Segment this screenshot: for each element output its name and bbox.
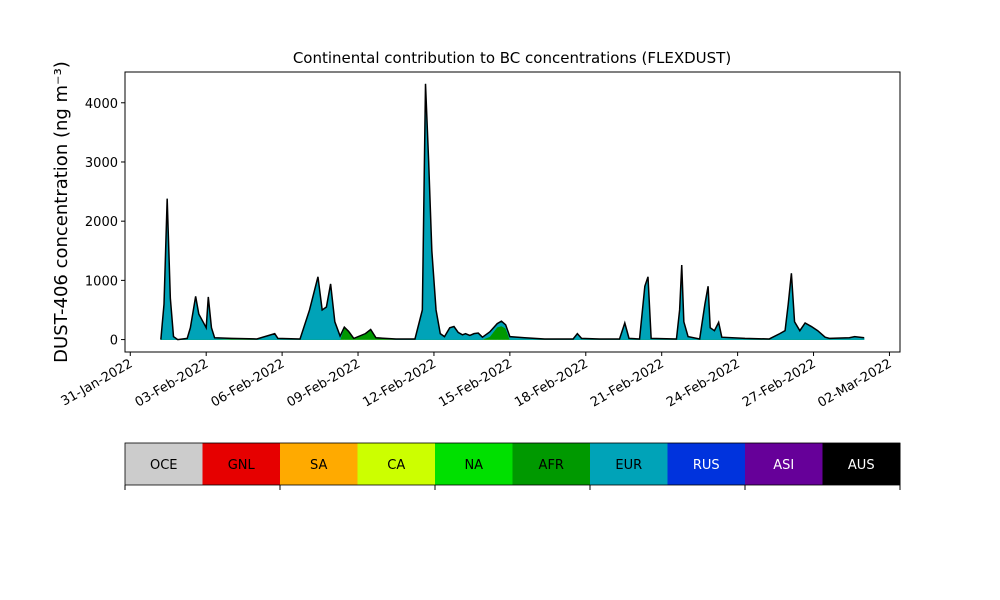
colorbar-cell [280, 443, 358, 485]
colorbar-label: SA [310, 458, 327, 473]
chart-title: Continental contribution to BC concentra… [293, 49, 731, 67]
colorbar-label: AFR [539, 458, 564, 473]
y-tick-label: 1000 [85, 274, 118, 289]
y-tick-label: 2000 [85, 215, 118, 230]
colorbar-cell [745, 443, 823, 485]
colorbar-label: OCE [150, 458, 178, 473]
colorbar-label: AUS [848, 458, 875, 473]
colorbar-cell [125, 443, 203, 485]
colorbar-cell [590, 443, 668, 485]
colorbar-label: GNL [228, 458, 256, 473]
colorbar-label: RUS [693, 458, 720, 473]
y-tick-label: 0 [110, 334, 118, 349]
colorbar-cell [822, 443, 901, 485]
colorbar-frame [124, 442, 901, 486]
y-tick-label: 4000 [85, 97, 118, 112]
colorbar-label: EUR [615, 458, 642, 473]
plot-frame [124, 71, 901, 353]
colorbar-cell [512, 443, 591, 485]
colorbar-label: ASI [773, 458, 794, 473]
colorbar-cell [202, 443, 281, 485]
colorbar-label: CA [387, 458, 405, 473]
colorbar-cell [435, 443, 513, 485]
colorbar-cell [357, 443, 436, 485]
y-axis-label: DUST-406 concentration (ng m⁻³) [51, 61, 72, 363]
colorbar-cell [667, 443, 746, 485]
colorbar-label: NA [464, 458, 483, 473]
total-outline [160, 83, 865, 341]
y-tick-label: 3000 [85, 156, 118, 171]
